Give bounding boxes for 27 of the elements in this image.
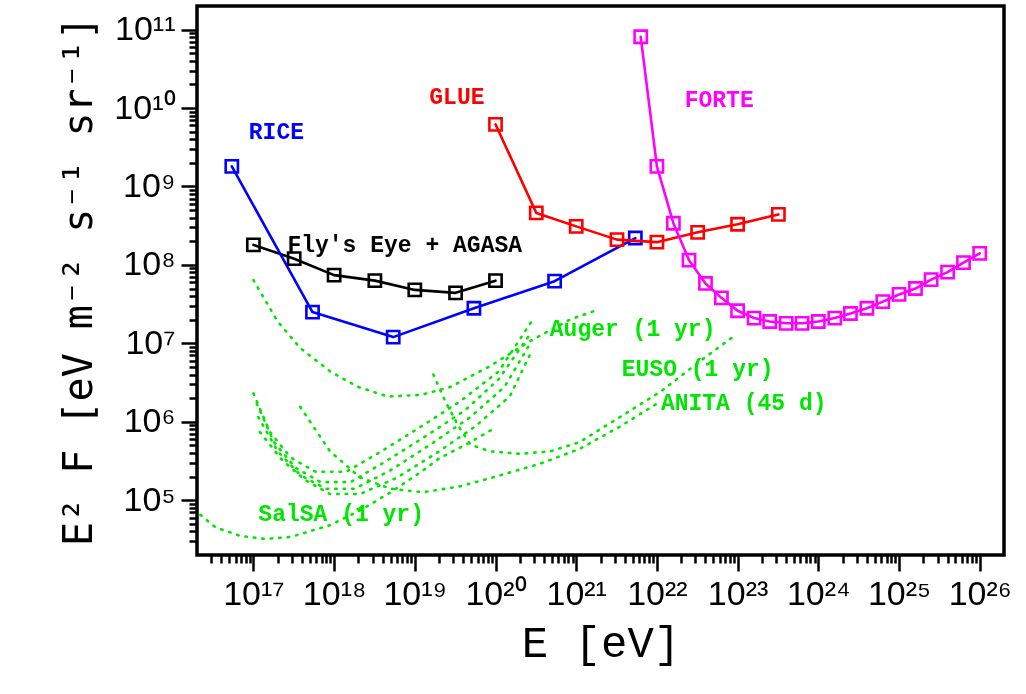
x-tick-label: 10²⁵ xyxy=(867,573,932,612)
series-label: Fly's Eye + AGASA xyxy=(287,232,523,259)
x-tick-label: 10²⁰ xyxy=(465,573,527,612)
x-tick-label: 10¹⁸ xyxy=(302,573,367,612)
y-tick-label: 10⁶ xyxy=(123,401,176,440)
x-tick-label: 10²³ xyxy=(707,573,769,612)
series-label: GLUE xyxy=(429,85,485,112)
x-tick-label: 10¹⁷ xyxy=(223,573,285,612)
series-label: RICE xyxy=(248,120,305,147)
y-tick-label: 10⁹ xyxy=(123,165,176,204)
series-label: SalSA (1 yr) xyxy=(258,501,424,528)
x-tick-label: 10²² xyxy=(627,573,688,612)
x-tick-label: 10²⁶ xyxy=(948,573,1012,612)
y-tick-label: 10¹⁰ xyxy=(114,87,176,126)
x-tick-label: 10¹⁹ xyxy=(383,573,448,612)
y-tick-label: 10⁸ xyxy=(123,244,176,283)
y-tick-label: 10¹¹ xyxy=(115,9,176,48)
y-axis-title: E² F [eV m⁻² s⁻¹ sr⁻¹] xyxy=(55,16,102,546)
y-tick-label: 10⁵ xyxy=(123,479,176,518)
series-label: FORTE xyxy=(684,87,754,114)
y-tick-label: 10⁷ xyxy=(125,322,176,361)
series-label: Auger (1 yr) xyxy=(549,316,716,343)
x-axis-title: E [eV] xyxy=(521,619,681,670)
x-tick-label: 10²⁴ xyxy=(786,573,851,612)
series-label: EUSO (1 yr) xyxy=(621,357,774,384)
series-label: ANITA (45 d) xyxy=(660,390,827,417)
x-tick-label: 10²¹ xyxy=(546,573,607,612)
